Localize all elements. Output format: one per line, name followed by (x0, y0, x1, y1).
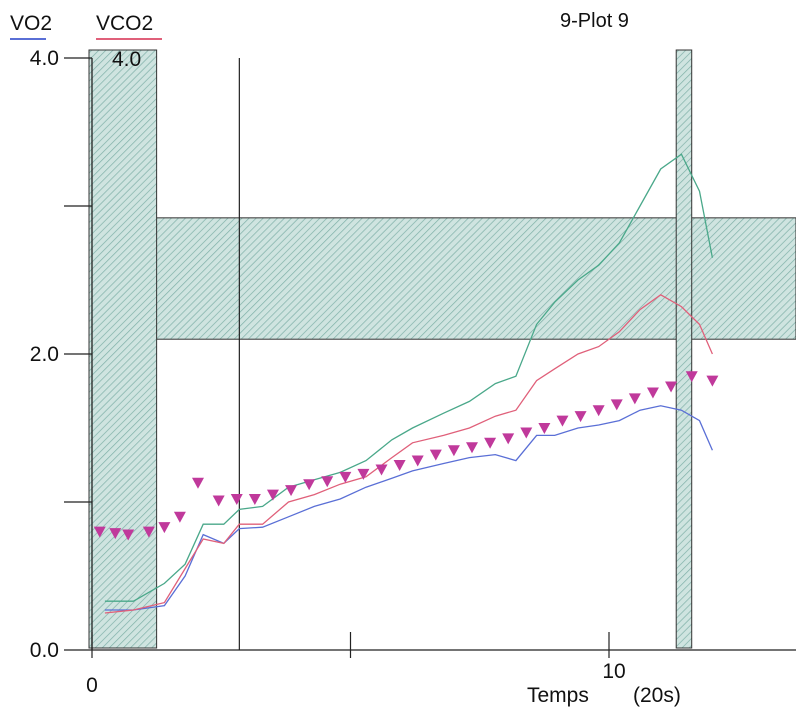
triangle-marker-30 (628, 393, 641, 405)
chart-title: 9-Plot 9 (560, 10, 629, 32)
series-line-vco2 (104, 294, 713, 614)
triangle-marker-4 (158, 522, 171, 534)
triangle-marker-3 (142, 526, 155, 538)
triangle-marker-11 (285, 485, 298, 497)
triangle-marker-14 (339, 471, 352, 483)
triangle-marker-17 (393, 460, 406, 471)
triangle-marker-12 (303, 479, 316, 491)
triangle-marker-31 (646, 387, 659, 399)
triangle-marker-16 (375, 464, 388, 476)
triangle-marker-34 (706, 375, 719, 387)
vco2-axis-label: VCO2 (96, 12, 154, 35)
triangle-marker-13 (321, 476, 334, 488)
triangle-marker-10 (266, 489, 279, 501)
x-tick-label-2: 10 (602, 660, 625, 683)
triangle-marker-1 (109, 528, 122, 540)
triangle-marker-29 (610, 399, 623, 411)
x-axis-label: Temps (527, 684, 589, 707)
shaded-bands (88, 49, 796, 649)
vco2-color-key (96, 38, 162, 40)
triangle-marker-5 (173, 511, 186, 523)
vertical-shaded-band-0 (88, 49, 158, 649)
triangle-marker-8 (230, 494, 243, 506)
triangle-marker-25 (538, 423, 551, 434)
triangle-marker-9 (248, 494, 261, 506)
series-line-vo2 (104, 405, 713, 611)
series-line-2 (104, 153, 714, 602)
triangle-marker-0 (93, 526, 106, 538)
y-tick-label-4: 4.0 (30, 47, 59, 70)
triangle-marker-6 (191, 477, 204, 489)
triangle-marker-24 (520, 427, 533, 439)
x-tick-label-0: 0 (86, 674, 98, 697)
x-axis-unit: (20s) (633, 684, 681, 707)
triangle-marker-2 (122, 529, 135, 541)
triangle-marker-19 (429, 449, 442, 461)
triangle-marker-22 (484, 437, 497, 449)
triangle-marker-20 (447, 445, 460, 457)
horizontal-shaded-band (138, 217, 796, 340)
series-layer (93, 153, 719, 614)
triangle-marker-28 (592, 405, 605, 417)
vertical-shaded-band-1 (675, 49, 693, 649)
tick-labels: 0.0 2.0 4.0 4.0 0 10 (30, 47, 626, 697)
y-tick-label-0: 0.0 (30, 639, 59, 662)
axes (64, 57, 796, 658)
vo2-axis-label: VO2 (10, 12, 53, 35)
triangle-marker-7 (212, 495, 225, 507)
triangle-marker-26 (556, 415, 569, 427)
vco2-top-tick-label: 4.0 (112, 48, 141, 71)
triangle-marker-33 (685, 371, 698, 383)
triangle-marker-23 (502, 433, 515, 445)
triangle-marker-27 (574, 411, 587, 423)
triangle-marker-21 (465, 442, 478, 454)
triangle-marker-32 (665, 381, 678, 393)
triangle-marker-15 (357, 468, 370, 480)
vo2-color-key (10, 38, 46, 40)
y-tick-label-2: 2.0 (30, 343, 59, 366)
triangle-marker-18 (411, 455, 424, 467)
